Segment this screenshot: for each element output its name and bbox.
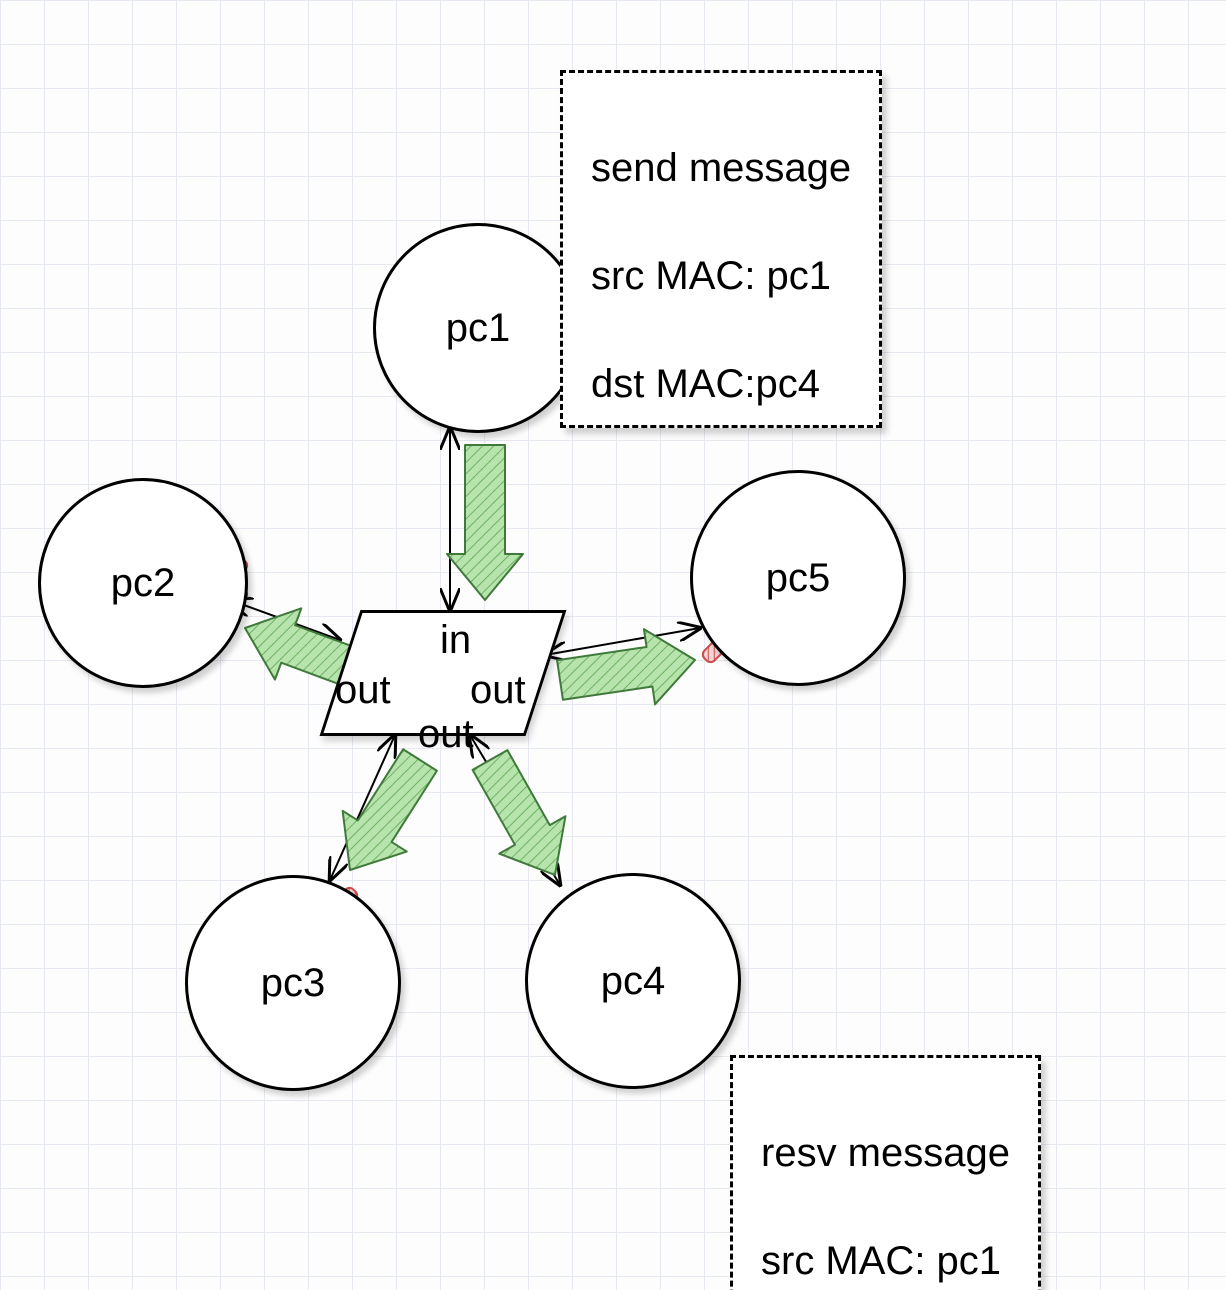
pc1-to-hub-arrow: [447, 445, 523, 600]
hub-to-pc5-arrow: [557, 629, 695, 704]
hub-pc2-line: [230, 600, 340, 640]
node-pc2: pc2: [38, 478, 248, 688]
node-pc3: pc3: [185, 875, 401, 1091]
node-label: pc3: [261, 961, 326, 1006]
send-line1: send message: [591, 141, 851, 195]
hub-to-pc3-arrow: [343, 749, 437, 870]
node-label: pc5: [766, 556, 831, 601]
hub-port-out2: out: [470, 668, 526, 713]
node-pc5: pc5: [690, 470, 906, 686]
hub-port-in: in: [440, 618, 471, 663]
node-label: pc4: [601, 959, 666, 1004]
hub-pc3-line: [330, 735, 395, 880]
resv-line1: resv message: [761, 1126, 1010, 1180]
node-label: pc2: [111, 561, 176, 606]
hub-pc4-line: [470, 735, 560, 885]
hub-to-pc4-arrow: [473, 750, 566, 875]
hub-port-out1: out: [335, 668, 391, 713]
node-pc4: pc4: [525, 873, 741, 1089]
send-message-box: send message src MAC: pc1 dst MAC:pc4: [560, 70, 882, 428]
diagram-canvas: in out out out pc1 pc2 pc5 pc3 pc4 send …: [0, 0, 1226, 1290]
send-line2: src MAC: pc1: [591, 249, 851, 303]
resv-line2: src MAC: pc1: [761, 1234, 1010, 1288]
node-pc1: pc1: [373, 223, 583, 433]
hub-pc5-line: [545, 628, 700, 655]
hub-port-out3: out: [418, 712, 474, 757]
node-label: pc1: [446, 306, 511, 351]
resv-message-box: resv message src MAC: pc1 dst MAC:pc4: [730, 1055, 1041, 1290]
send-line3: dst MAC:pc4: [591, 357, 851, 411]
